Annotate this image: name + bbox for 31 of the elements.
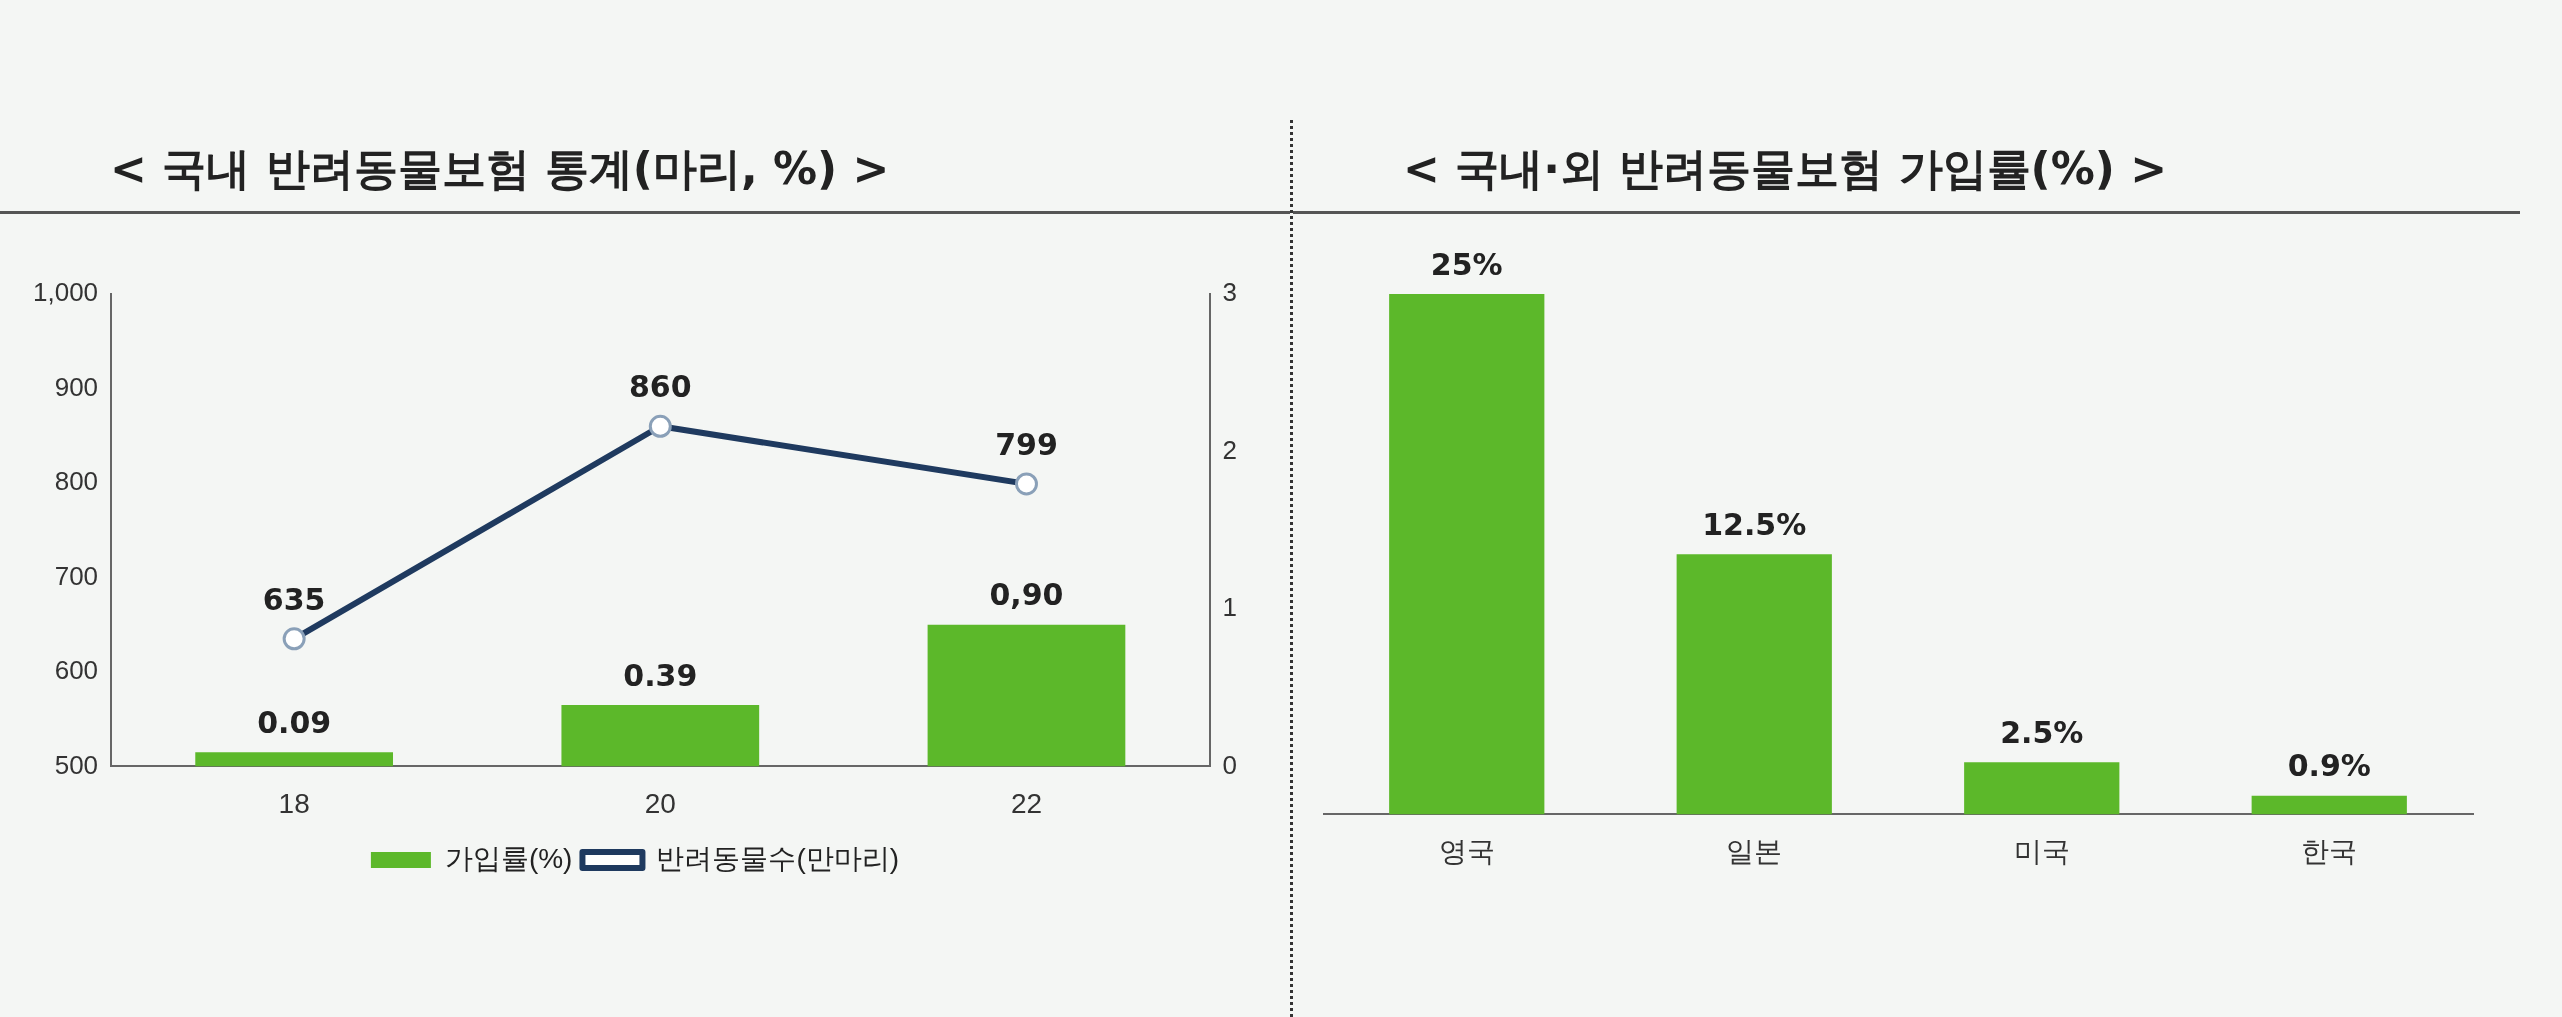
data-label: 0.09 (257, 705, 332, 741)
y2-tick-label: 2 (1222, 434, 1238, 465)
x-tick-label: 22 (1010, 787, 1043, 819)
data-label: 635 (262, 581, 326, 617)
y2-tick-label: 1 (1222, 592, 1238, 623)
chart-title: < 국내 반려동물보험 통계(마리, %) > (0, 120, 1290, 214)
x-tick-label: 한국 (2301, 835, 2358, 867)
y-tick-label: 800 (54, 466, 99, 497)
data-label: 0,90 (989, 577, 1064, 613)
y-tick-label: 1,000 (32, 277, 99, 308)
data-label: 12.5% (1702, 507, 1807, 542)
y-tick-label: 500 (54, 749, 99, 780)
data-label: 0.39 (623, 657, 698, 693)
data-label: 2.5% (2000, 715, 2084, 751)
chart-title: < 국내·외 반려동물보험 가입률(%) > (1293, 120, 2520, 214)
data-label: 799 (995, 426, 1058, 462)
x-tick-label: 20 (644, 787, 676, 819)
data-label: 25% (1430, 246, 1503, 282)
y-tick-label: 700 (54, 560, 99, 591)
x-tick-label: 미국 (2013, 835, 2070, 867)
y2-tick-label: 3 (1222, 277, 1238, 308)
x-tick-label: 일본 (1726, 835, 1783, 867)
y-tick-label: 900 (54, 371, 99, 402)
data-label: 860 (628, 369, 692, 405)
data-label: 0.9% (2287, 748, 2371, 784)
legend-label: 가입률(%) (444, 842, 573, 874)
x-tick-label: 영국 (1438, 835, 1495, 867)
y2-tick-label: 0 (1222, 749, 1238, 780)
y-tick-label: 600 (54, 655, 99, 686)
legend-label: 반려동물수(만마리) (656, 842, 900, 874)
x-tick-label: 18 (278, 787, 310, 819)
